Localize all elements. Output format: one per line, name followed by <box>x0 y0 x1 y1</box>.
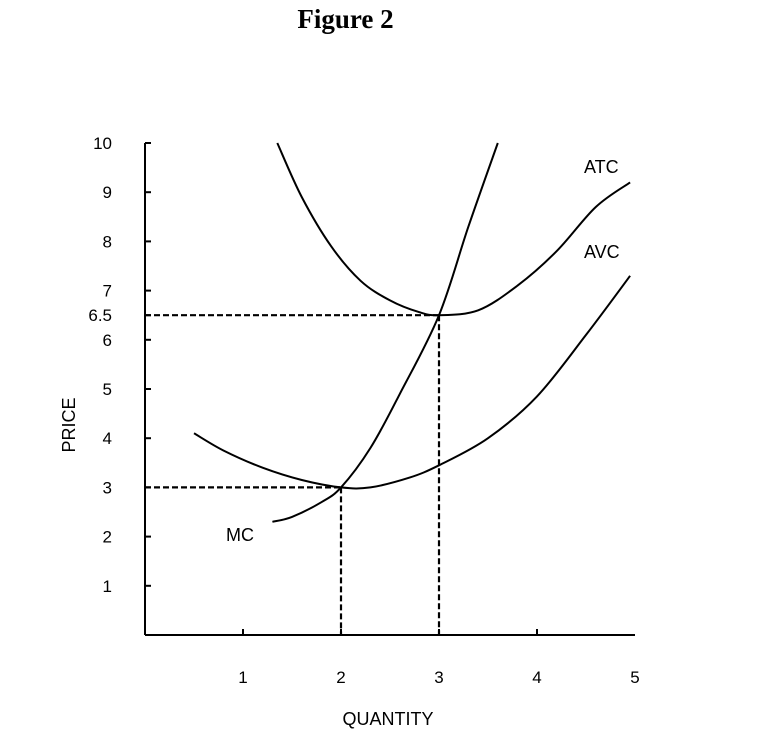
series-atc-curve <box>276 142 631 317</box>
x-tick-label-4: 4 <box>532 668 541 687</box>
y-tick-label-6: 6 <box>103 331 112 350</box>
figure-title: Figure 2 <box>297 4 394 34</box>
y-tick-label-7: 7 <box>103 282 112 301</box>
atc-label: ATC <box>584 157 619 177</box>
y-tick-label-2: 2 <box>103 528 112 547</box>
y-tick-label-5: 5 <box>103 380 112 399</box>
y-tick-label-9: 9 <box>103 183 112 202</box>
y-tick-label-8: 8 <box>103 232 112 251</box>
mc-label: MC <box>226 525 254 545</box>
avc-label: AVC <box>584 242 620 262</box>
series-avc-curve <box>193 275 631 490</box>
x-tick-label-3: 3 <box>434 668 443 687</box>
series-mc-curve <box>272 142 499 523</box>
y-tick-label-4: 4 <box>103 429 112 448</box>
x-tick-label-1: 1 <box>238 668 247 687</box>
x-tick-label-5: 5 <box>630 668 639 687</box>
x-tick-label-2: 2 <box>336 668 345 687</box>
x-axis-label: QUANTITY <box>342 709 433 729</box>
y-tick-label-3: 3 <box>103 478 112 497</box>
y-axis-label: PRICE <box>59 397 79 452</box>
y-tick-label-10: 10 <box>93 134 112 153</box>
y-tick-label-6-5: 6.5 <box>88 306 112 325</box>
y-tick-label-1: 1 <box>103 577 112 596</box>
